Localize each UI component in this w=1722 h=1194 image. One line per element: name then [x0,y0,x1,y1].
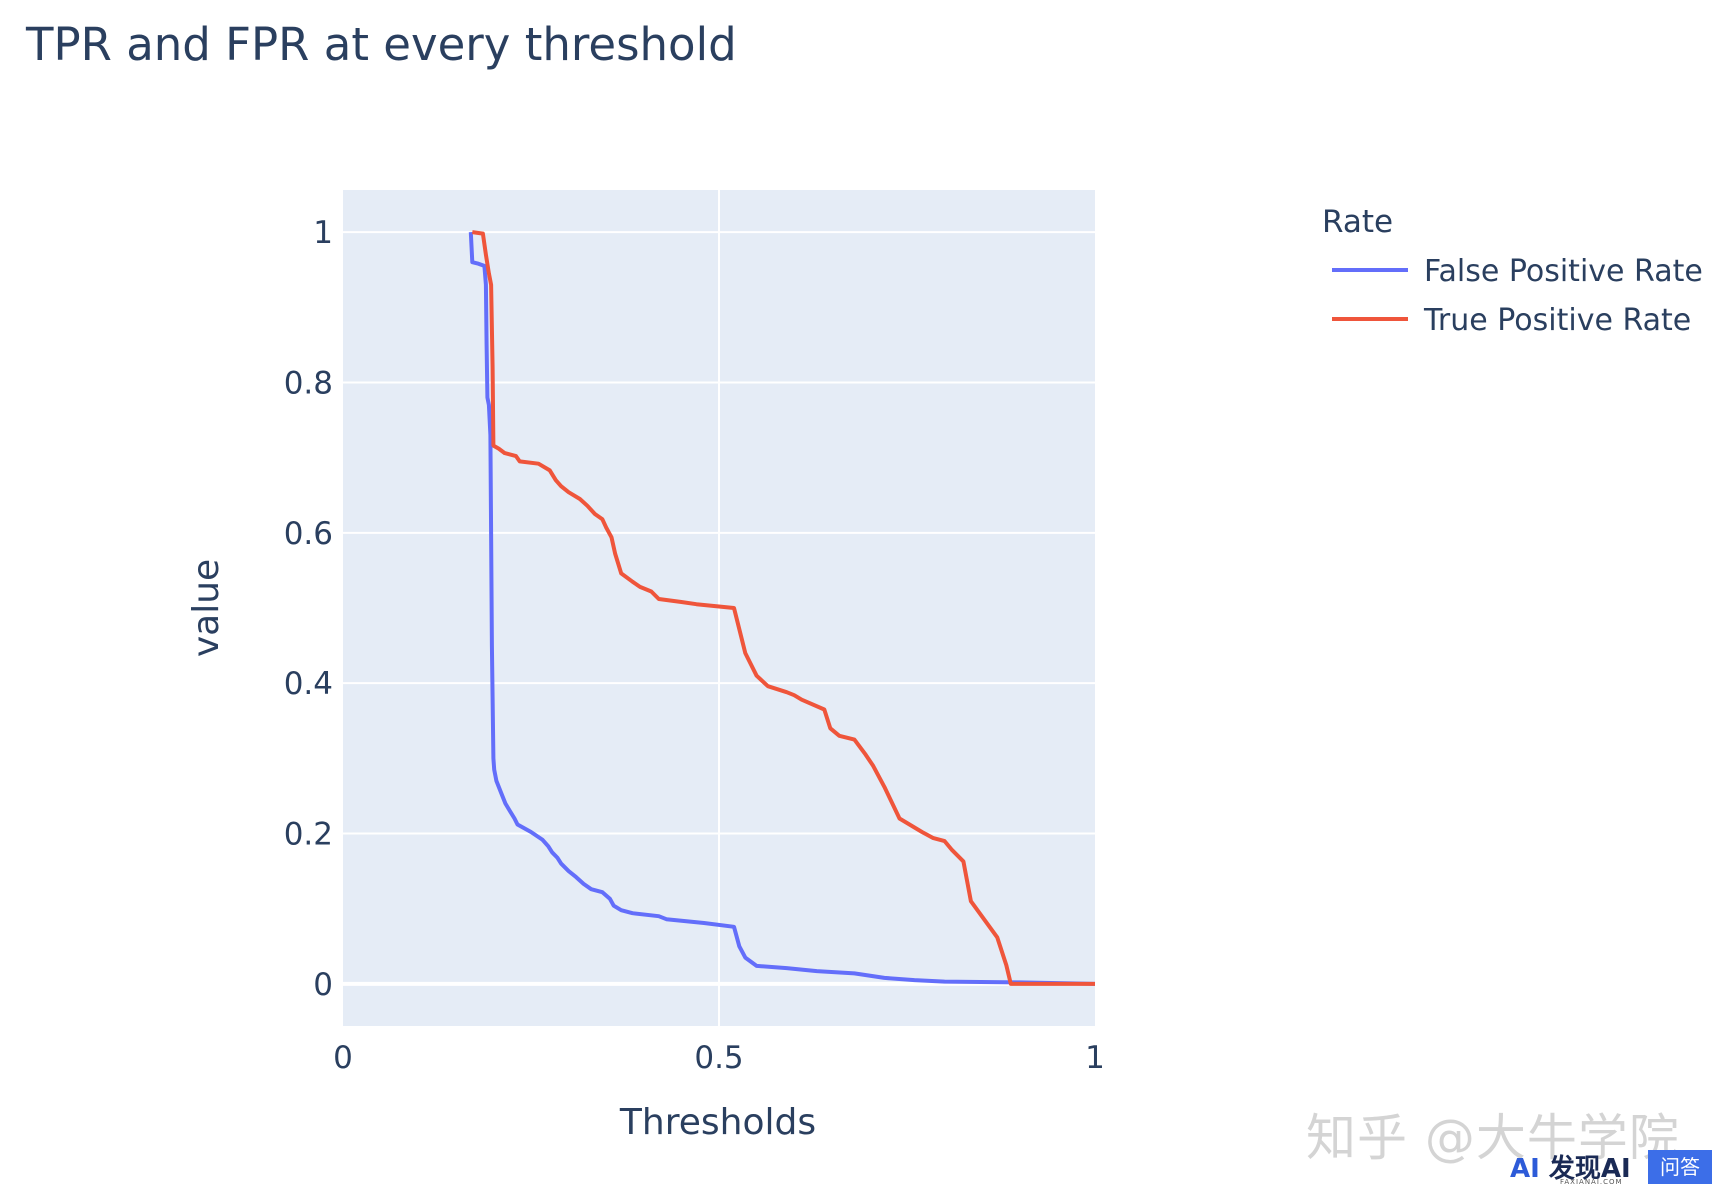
watermark-logo-subtext: FAXIANAI.COM [1560,1178,1623,1186]
y-tick-label: 0.2 [284,817,333,853]
y-tick-label: 0.8 [284,365,333,401]
y-tick-label: 1 [313,215,333,251]
legend-title: Rate [1322,204,1393,240]
x-axis-label: Thresholds [619,1102,816,1143]
x-tick-label: 1 [1085,1040,1105,1076]
y-axis-label: value [186,559,227,657]
x-tick-label: 0.5 [694,1040,743,1076]
x-tick-labels: 0 0.5 1 [333,1040,1105,1076]
x-tick-label: 0 [333,1040,353,1076]
watermark-badge: 问答 [1648,1150,1712,1184]
watermark-text: 知乎 @大牛学院 [1306,1109,1680,1167]
watermark-logo-text: 发现AI [1548,1154,1631,1184]
y-tick-label: 0 [313,967,333,1003]
series-lines [468,230,1096,986]
y-tick-label: 0.4 [284,666,333,702]
legend-entry-label: True Positive Rate [1423,303,1691,338]
watermark-logo-mark: AI [1510,1154,1540,1184]
series-line-fpr [468,232,1096,986]
legend-entry-label: False Positive Rate [1424,254,1703,289]
y-tick-label: 0.6 [284,516,333,552]
legend: Rate False Positive Rate True Positive Ra… [1322,204,1703,338]
series-line-tpr [472,230,1095,986]
chart-title: TPR and FPR at every threshold [25,18,737,71]
y-tick-labels: 0 0.2 0.4 0.6 0.8 1 [284,215,333,1003]
watermark-logo: AI 发现AI [1510,1148,1631,1185]
grid-lines [343,190,1095,1026]
